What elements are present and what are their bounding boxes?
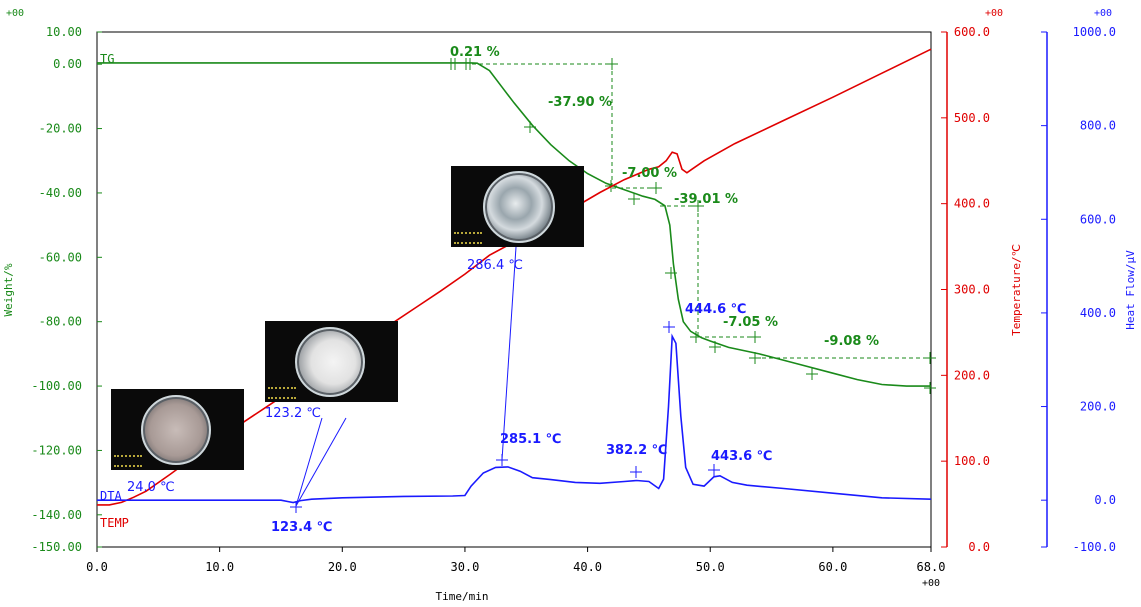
heatflow-tick-label: 800.0: [1080, 119, 1116, 133]
photo-timestamp-mark: [268, 387, 296, 399]
x-tick-label: 50.0: [696, 560, 725, 574]
x-tick-label: 0.0: [86, 560, 108, 574]
photo-label-123-2: 123.2 ℃: [265, 406, 321, 421]
weight-tick-label: -140.00: [31, 508, 82, 522]
weight-tick-label: 0.00: [53, 57, 82, 71]
temperature-tick-label: 400.0: [954, 197, 990, 211]
heatflow-tick-label: 600.0: [1080, 212, 1116, 226]
photo-timestamp-mark: [114, 455, 142, 467]
x-tick-label: 10.0: [205, 560, 234, 574]
dta-peak-label-382: 382.2 ℃: [606, 443, 667, 458]
sample-dish: [483, 171, 555, 243]
sample-photo-286c: [451, 166, 584, 247]
weight-tick-label: -20.00: [39, 122, 82, 136]
tg-step-label-3: -7.00 %: [622, 166, 677, 181]
heatflow-tick-label: 0.0: [1094, 493, 1116, 507]
x-tick-label: 30.0: [450, 560, 479, 574]
temperature-tick-label: 0.0: [968, 540, 990, 554]
temperature-tick-label: 300.0: [954, 283, 990, 297]
ticks-layer: 0.0 10.0 20.0 30.0 40.0 50.0 60.0 68.010.000.00…: [31, 25, 1116, 574]
x-axis-title: Time/min: [436, 590, 489, 603]
heatflow-tick-label: 400.0: [1080, 306, 1116, 320]
heatflow-tick-label: -100.0: [1073, 540, 1116, 554]
photo-label-286: 286.4 ℃: [467, 258, 523, 273]
temperature-tick-label: 600.0: [954, 25, 990, 39]
sample-photo-123c: [265, 321, 398, 402]
series-label-temp: TEMP: [100, 516, 129, 530]
weight-tick-label: -60.00: [39, 250, 82, 264]
tg-step-label-6: -9.08 %: [824, 334, 879, 349]
weight-tick-label: -150.00: [31, 540, 82, 554]
series-line-dta: [97, 333, 932, 504]
sample-dish: [295, 327, 365, 397]
series-label-dta: DTA: [100, 489, 122, 503]
weight-tick-label: -100.00: [31, 379, 82, 393]
photo-label-24: 24.0 ℃: [127, 480, 175, 495]
sample-dish: [141, 395, 211, 465]
x-axis-exponent: +00: [922, 578, 940, 589]
tg-step-label-1: 0.21 %: [450, 45, 500, 60]
heatflow-tick-label: 1000.0: [1073, 25, 1116, 39]
temperature-axis-exponent: +00: [985, 8, 1003, 19]
dta-peak-label-285: 285.1 ℃: [500, 432, 561, 447]
tg-step-label-5: -7.05 %: [723, 315, 778, 330]
heatflow-tick-label: 200.0: [1080, 400, 1116, 414]
weight-axis-title: Weight/%: [2, 263, 15, 316]
weight-tick-label: 10.00: [46, 25, 82, 39]
heatflow-axis-title: Heat Flow/μV: [1124, 250, 1137, 330]
x-tick-label: 40.0: [573, 560, 602, 574]
series-line-tg: [97, 62, 931, 387]
weight-tick-label: -120.00: [31, 443, 82, 457]
sample-photo-24c: [111, 389, 244, 470]
weight-axis-exponent: +00: [6, 8, 24, 19]
x-tick-label: 20.0: [328, 560, 357, 574]
photo-leader-lines: [295, 246, 517, 507]
dta-peak-label-123-4: 123.4 ℃: [271, 520, 332, 535]
tg-step-label-4: -39.01 %: [674, 192, 738, 207]
heatflow-axis-exponent: +00: [1094, 8, 1112, 19]
x-tick-label: 68.0: [917, 560, 946, 574]
temperature-tick-label: 100.0: [954, 454, 990, 468]
weight-tick-label: -80.00: [39, 315, 82, 329]
tg-step-label-2: -37.90 %: [548, 95, 612, 110]
temperature-tick-label: 200.0: [954, 368, 990, 382]
temperature-tick-label: 500.0: [954, 111, 990, 125]
weight-tick-label: -40.00: [39, 186, 82, 200]
dta-peak-label-443: 443.6 ℃: [711, 449, 772, 464]
x-tick-label: 60.0: [818, 560, 847, 574]
series-label-tg: TG: [100, 52, 114, 66]
dta-markers: [290, 321, 720, 513]
plot-frame: [96, 31, 932, 548]
photo-timestamp-mark: [454, 232, 482, 244]
temperature-axis-title: Temperature/℃: [1010, 244, 1023, 336]
dta-peak-label-main: 444.6 ℃: [685, 302, 746, 317]
